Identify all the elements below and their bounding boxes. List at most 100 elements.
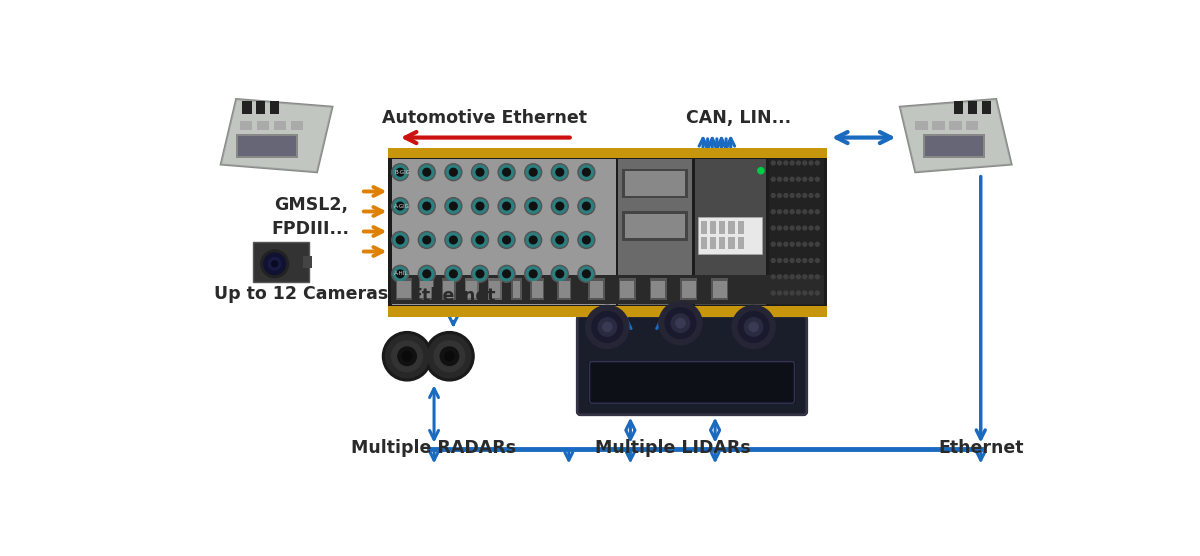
Circle shape bbox=[778, 275, 781, 279]
Circle shape bbox=[473, 199, 487, 213]
Circle shape bbox=[472, 163, 488, 181]
Circle shape bbox=[422, 236, 431, 244]
Bar bbox=[391, 275, 823, 304]
Bar bbox=[530, 279, 544, 300]
Bar bbox=[623, 169, 688, 198]
Circle shape bbox=[778, 210, 781, 214]
Bar bbox=[238, 136, 296, 156]
Circle shape bbox=[434, 341, 464, 371]
Circle shape bbox=[778, 242, 781, 246]
Circle shape bbox=[803, 275, 806, 279]
Circle shape bbox=[420, 165, 433, 179]
Bar bbox=[274, 121, 287, 130]
Circle shape bbox=[473, 165, 487, 179]
Circle shape bbox=[797, 291, 800, 295]
Circle shape bbox=[396, 236, 404, 244]
Bar bbox=[932, 121, 944, 130]
Circle shape bbox=[264, 253, 286, 275]
Circle shape bbox=[772, 275, 775, 279]
Bar bbox=[982, 101, 991, 115]
Circle shape bbox=[394, 233, 407, 247]
Circle shape bbox=[778, 161, 781, 165]
Bar bbox=[511, 279, 522, 300]
Text: Multiple RADARs: Multiple RADARs bbox=[352, 439, 517, 457]
Circle shape bbox=[420, 199, 433, 213]
Circle shape bbox=[816, 242, 820, 246]
Circle shape bbox=[503, 270, 510, 277]
Circle shape bbox=[472, 231, 488, 249]
Circle shape bbox=[445, 163, 462, 181]
Bar bbox=[710, 221, 716, 234]
FancyBboxPatch shape bbox=[577, 316, 806, 415]
Bar bbox=[388, 306, 827, 317]
Bar bbox=[392, 159, 616, 305]
Bar bbox=[242, 101, 252, 115]
Bar bbox=[924, 136, 983, 156]
Circle shape bbox=[809, 242, 812, 246]
Bar bbox=[420, 281, 432, 297]
Circle shape bbox=[394, 165, 407, 179]
Circle shape bbox=[476, 168, 484, 176]
Bar bbox=[257, 121, 269, 130]
Circle shape bbox=[391, 265, 409, 282]
Circle shape bbox=[803, 161, 806, 165]
Bar bbox=[728, 221, 734, 234]
Text: A-GIG: A-GIG bbox=[394, 203, 410, 208]
Circle shape bbox=[580, 199, 593, 213]
Circle shape bbox=[803, 242, 806, 246]
Bar bbox=[738, 221, 744, 234]
Text: Ethernet: Ethernet bbox=[938, 439, 1024, 457]
Bar bbox=[490, 281, 500, 297]
Circle shape bbox=[271, 261, 277, 267]
Circle shape bbox=[396, 202, 404, 210]
Bar bbox=[443, 281, 454, 297]
Circle shape bbox=[778, 259, 781, 262]
Circle shape bbox=[816, 275, 820, 279]
Circle shape bbox=[791, 242, 794, 246]
Circle shape bbox=[816, 210, 820, 214]
Circle shape bbox=[446, 233, 461, 247]
Circle shape bbox=[582, 202, 590, 210]
Circle shape bbox=[580, 165, 593, 179]
Bar bbox=[620, 281, 635, 297]
Circle shape bbox=[503, 168, 510, 176]
Circle shape bbox=[797, 226, 800, 230]
Circle shape bbox=[499, 199, 514, 213]
Circle shape bbox=[797, 161, 800, 165]
Circle shape bbox=[402, 351, 412, 361]
Circle shape bbox=[778, 177, 781, 181]
Circle shape bbox=[791, 275, 794, 279]
Polygon shape bbox=[221, 99, 332, 172]
Circle shape bbox=[529, 236, 538, 244]
Bar bbox=[624, 171, 685, 196]
Bar bbox=[464, 279, 479, 300]
Circle shape bbox=[425, 331, 474, 381]
Circle shape bbox=[529, 168, 538, 176]
Circle shape bbox=[422, 202, 431, 210]
Circle shape bbox=[803, 291, 806, 295]
Circle shape bbox=[551, 265, 569, 282]
Circle shape bbox=[732, 305, 775, 349]
Circle shape bbox=[527, 233, 540, 247]
Bar bbox=[728, 237, 734, 249]
Circle shape bbox=[784, 193, 787, 197]
Circle shape bbox=[809, 291, 812, 295]
Circle shape bbox=[578, 231, 595, 249]
Circle shape bbox=[472, 197, 488, 215]
Circle shape bbox=[428, 335, 472, 378]
Text: GMSL2,
FPDIII...: GMSL2, FPDIII... bbox=[272, 196, 350, 237]
Text: A-HIL: A-HIL bbox=[394, 271, 408, 276]
Bar bbox=[388, 147, 827, 158]
Circle shape bbox=[816, 193, 820, 197]
Circle shape bbox=[503, 202, 510, 210]
Circle shape bbox=[498, 197, 515, 215]
Circle shape bbox=[556, 202, 564, 210]
Text: Multiple LIDARs: Multiple LIDARs bbox=[595, 439, 751, 457]
Bar bbox=[652, 281, 665, 297]
Text: Up to 12 Cameras: Up to 12 Cameras bbox=[215, 285, 389, 303]
Circle shape bbox=[816, 177, 820, 181]
Bar bbox=[588, 279, 605, 300]
Circle shape bbox=[499, 233, 514, 247]
Circle shape bbox=[524, 163, 541, 181]
Circle shape bbox=[446, 199, 461, 213]
